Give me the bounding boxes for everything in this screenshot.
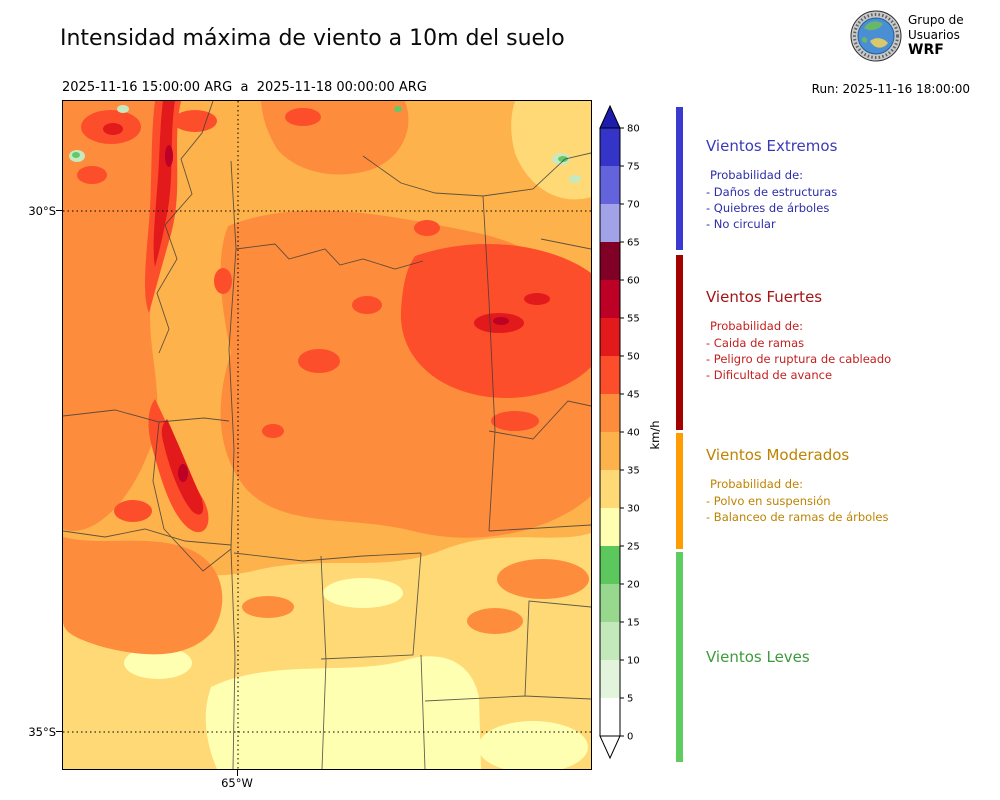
svg-text:0: 0 — [627, 732, 633, 743]
legend-title-moderados: Vientos Moderados — [706, 446, 850, 464]
svg-text:50: 50 — [627, 352, 640, 363]
forecast-period-label: 2025-11-16 15:00:00 ARG a 2025-11-18 00:… — [62, 80, 427, 95]
legend-bar-fuertes — [676, 255, 683, 430]
lat-tick-35s — [56, 731, 62, 732]
svg-text:75: 75 — [627, 162, 640, 173]
lat-label-35s: 35°S — [28, 725, 56, 739]
legend-bar-extremos — [676, 107, 683, 250]
legend-section-leves: Vientos Leves — [706, 648, 991, 679]
svg-text:45: 45 — [627, 390, 640, 401]
wind-contour-fills — [63, 101, 591, 769]
legend-title-fuertes: Vientos Fuertes — [706, 288, 823, 306]
svg-text:15: 15 — [627, 618, 640, 629]
svg-text:30: 30 — [627, 504, 640, 515]
svg-text:60: 60 — [627, 276, 640, 287]
svg-text:35: 35 — [627, 466, 640, 477]
logo-text-line2: Usuarios — [908, 28, 960, 42]
legend-item: - Caida de ramas — [706, 336, 805, 350]
lon-tick-65w — [237, 770, 238, 776]
legend-item: - Balanceo de ramas de árboles — [706, 510, 889, 524]
legend-item: - Quiebres de árboles — [706, 201, 830, 215]
page-title: Intensidad máxima de viento a 10m del su… — [60, 26, 565, 51]
legend-item: - Peligro de ruptura de cableado — [706, 352, 892, 366]
wind-intensity-map — [62, 100, 592, 770]
svg-text:65: 65 — [627, 238, 640, 249]
legend-section-fuertes: Vientos Fuertes Probabilidad de: - Caida… — [706, 288, 991, 383]
lon-label-65w: 65°W — [221, 776, 253, 790]
province-borders — [63, 101, 591, 769]
wrf-globe-logo-icon — [850, 10, 902, 62]
logo-text-wrf: WRF — [908, 42, 944, 58]
logo-text: Grupo de Usuarios WRF — [908, 13, 964, 58]
legend-item: - Dificultad de avance — [706, 368, 833, 382]
colorbar-scale: 0 5 10 15 20 25 30 35 40 45 50 55 60 65 70 75 80 — [599, 104, 640, 760]
legend-item: - No circular — [706, 217, 776, 231]
lat-label-30s: 30°S — [28, 204, 56, 218]
legend-section-extremos: Vientos Extremos Probabilidad de: - Daño… — [706, 137, 991, 232]
legend-bar-moderados — [676, 433, 683, 549]
logo-text-line1: Grupo de — [908, 13, 964, 27]
svg-text:25: 25 — [627, 542, 640, 553]
gridlines — [63, 101, 591, 769]
svg-text:80: 80 — [627, 124, 640, 135]
svg-text:10: 10 — [627, 656, 640, 667]
legend-panel: Vientos Extremos Probabilidad de: - Daño… — [676, 105, 996, 795]
legend-item: - Polvo en suspensión — [706, 494, 831, 508]
legend-bar-leves — [676, 552, 683, 762]
svg-text:55: 55 — [627, 314, 640, 325]
lat-tick-30s — [56, 210, 62, 211]
legend-title-leves: Vientos Leves — [706, 648, 810, 666]
wrf-logo-box: Grupo de Usuarios WRF — [850, 10, 1000, 68]
colorbar-unit-label: km/h — [648, 420, 662, 450]
svg-text:40: 40 — [627, 428, 640, 439]
legend-prob-header: Probabilidad de: — [710, 319, 804, 333]
legend-section-moderados: Vientos Moderados Probabilidad de: - Pol… — [706, 446, 991, 525]
legend-item: - Daños de estructuras — [706, 185, 838, 199]
legend-prob-header: Probabilidad de: — [710, 168, 804, 182]
svg-text:70: 70 — [627, 200, 640, 211]
model-run-label: Run: 2025-11-16 18:00:00 — [811, 82, 970, 96]
legend-title-extremos: Vientos Extremos — [706, 137, 838, 155]
svg-text:20: 20 — [627, 580, 640, 591]
colorbar: 0 5 10 15 20 25 30 35 40 45 50 55 60 65 70 75 80 — [596, 104, 666, 764]
wind-map-plot — [63, 101, 591, 769]
svg-text:5: 5 — [627, 694, 633, 705]
legend-prob-header: Probabilidad de: — [710, 477, 804, 491]
